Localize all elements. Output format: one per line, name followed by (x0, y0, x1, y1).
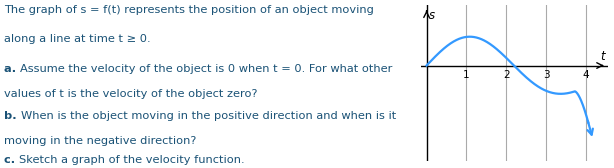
Text: s: s (429, 9, 435, 22)
Text: Assume the velocity of the object is 0 when t = 0. For what other: Assume the velocity of the object is 0 w… (20, 64, 392, 74)
Text: Sketch a graph of the velocity function.: Sketch a graph of the velocity function. (19, 155, 245, 165)
Text: 4: 4 (583, 70, 589, 80)
Text: along a line at time t ≥ 0.: along a line at time t ≥ 0. (4, 34, 151, 44)
Text: 3: 3 (543, 70, 550, 80)
Text: a.: a. (4, 64, 20, 74)
Text: c.: c. (4, 155, 19, 165)
Text: t: t (600, 50, 605, 63)
Text: b.: b. (4, 111, 21, 121)
Text: When is the object moving in the positive direction and when is it: When is the object moving in the positiv… (21, 111, 396, 121)
Text: The graph of s = f(t) represents the position of an object moving: The graph of s = f(t) represents the pos… (4, 5, 374, 15)
Text: 2: 2 (503, 70, 510, 80)
Text: moving in the negative direction?: moving in the negative direction? (4, 136, 196, 146)
Text: values of t is the velocity of the object zero?: values of t is the velocity of the objec… (4, 89, 258, 99)
Text: 1: 1 (463, 70, 470, 80)
